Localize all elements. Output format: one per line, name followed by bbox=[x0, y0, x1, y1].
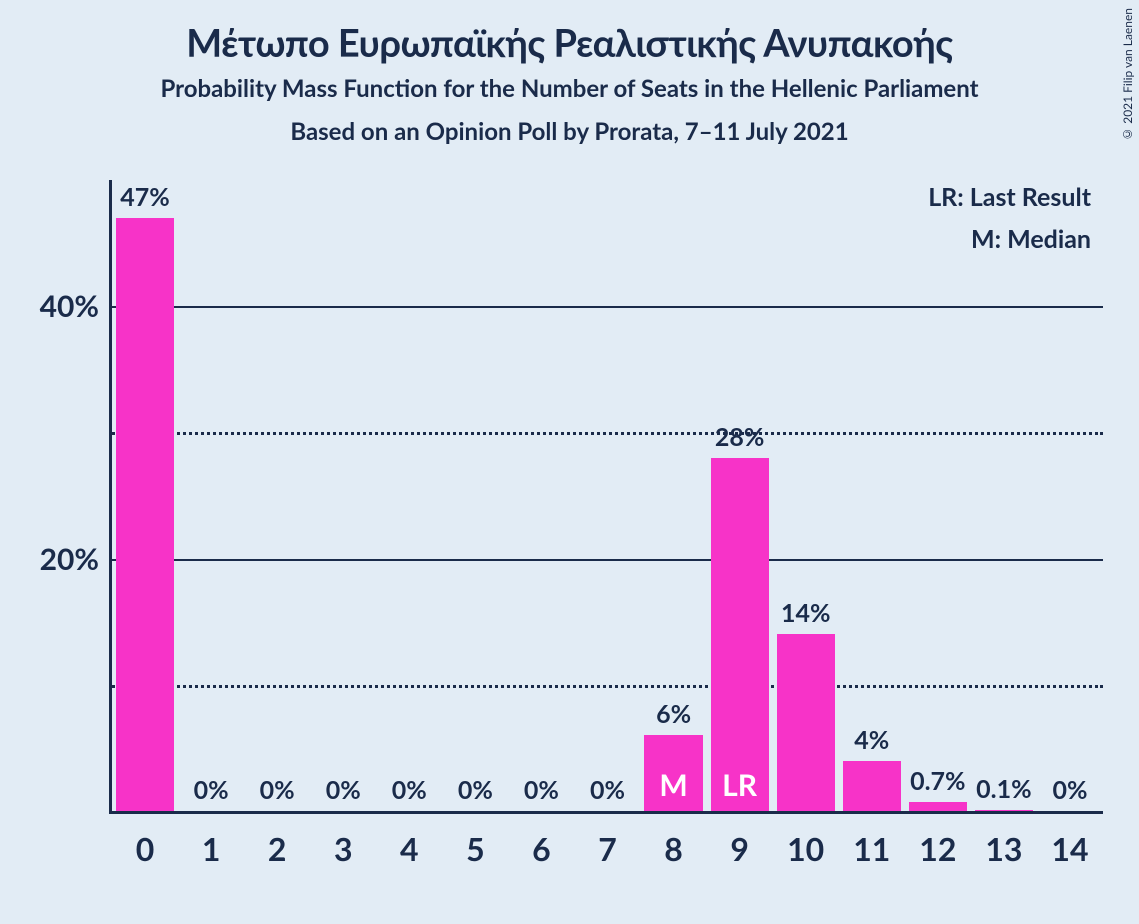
x-tick-label: 13 bbox=[985, 829, 1022, 868]
x-tick-label: 4 bbox=[400, 829, 419, 868]
bar-slot: 0%5 bbox=[442, 180, 508, 811]
bar bbox=[975, 810, 1033, 811]
legend: LR: Last Result M: Median bbox=[928, 182, 1091, 266]
bar-slot: 0.7%12 bbox=[905, 180, 971, 811]
bar-value-label: 14% bbox=[781, 598, 831, 628]
bar-value-label: 0% bbox=[458, 775, 493, 805]
x-tick-label: 11 bbox=[853, 829, 890, 868]
bar-slot: 0%2 bbox=[244, 180, 310, 811]
bar-value-label: 0.7% bbox=[910, 766, 965, 796]
bar-slot: 0%4 bbox=[376, 180, 442, 811]
bar bbox=[711, 458, 769, 811]
copyright-text: © 2021 Filip van Laenen bbox=[1120, 8, 1135, 142]
x-tick-label: 7 bbox=[598, 829, 617, 868]
x-tick-label: 3 bbox=[334, 829, 353, 868]
bar-value-label: 0% bbox=[1052, 775, 1087, 805]
bar-slot: 0%3 bbox=[310, 180, 376, 811]
bar-slot: 47%0 bbox=[112, 180, 178, 811]
bar-value-label: 4% bbox=[854, 725, 889, 755]
bar-slot: 14%10 bbox=[773, 180, 839, 811]
x-tick-label: 5 bbox=[466, 829, 485, 868]
x-tick-label: 8 bbox=[664, 829, 683, 868]
chart-plot-area: 20%40% 47%00%10%20%30%40%50%60%76%M828%L… bbox=[109, 180, 1103, 814]
chart-subtitle-2: Based on an Opinion Poll by Prorata, 7–1… bbox=[0, 117, 1139, 146]
bar-slot: 0%7 bbox=[574, 180, 640, 811]
bar-value-label: 0% bbox=[260, 775, 295, 805]
legend-m: M: Median bbox=[928, 224, 1091, 254]
bar-value-label: 47% bbox=[120, 182, 170, 212]
bars-container: 47%00%10%20%30%40%50%60%76%M828%LR914%10… bbox=[112, 180, 1103, 811]
bar bbox=[843, 761, 901, 811]
x-axis bbox=[109, 811, 1103, 814]
bar-slot: 4%11 bbox=[839, 180, 905, 811]
chart-title: Μέτωπο Ευρωπαϊκής Ρεαλιστικής Ανυπακοής bbox=[0, 0, 1139, 66]
bar-value-label: 0% bbox=[194, 775, 229, 805]
bar-slot: 0%14 bbox=[1037, 180, 1103, 811]
x-tick-label: 9 bbox=[730, 829, 749, 868]
bar-value-label: 0% bbox=[392, 775, 427, 805]
bar-value-label: 0% bbox=[590, 775, 625, 805]
bar-marker-label: LR bbox=[722, 767, 757, 803]
bar-value-label: 6% bbox=[656, 699, 691, 729]
x-tick-label: 12 bbox=[919, 829, 956, 868]
bar-slot: 6%M8 bbox=[641, 180, 707, 811]
bar-value-label: 0% bbox=[524, 775, 559, 805]
x-tick-label: 14 bbox=[1051, 829, 1088, 868]
x-tick-label: 1 bbox=[202, 829, 221, 868]
bar-slot: 0.1%13 bbox=[971, 180, 1037, 811]
bar bbox=[909, 802, 967, 811]
chart-subtitle-1: Probability Mass Function for the Number… bbox=[0, 74, 1139, 103]
x-tick-label: 2 bbox=[268, 829, 287, 868]
x-tick-label: 10 bbox=[787, 829, 824, 868]
legend-lr: LR: Last Result bbox=[928, 182, 1091, 212]
x-tick-label: 0 bbox=[136, 829, 155, 868]
bar-value-label: 0.1% bbox=[976, 774, 1031, 804]
x-tick-label: 6 bbox=[532, 829, 551, 868]
bar-value-label: 0% bbox=[326, 775, 361, 805]
bar bbox=[116, 218, 174, 811]
bar bbox=[777, 634, 835, 811]
bar-slot: 0%1 bbox=[178, 180, 244, 811]
y-tick-label: 40% bbox=[9, 288, 99, 324]
bar-slot: 28%LR9 bbox=[707, 180, 773, 811]
bar-slot: 0%6 bbox=[508, 180, 574, 811]
y-tick-label: 20% bbox=[9, 541, 99, 577]
bar-value-label: 28% bbox=[715, 422, 765, 452]
bar-marker-label: M bbox=[659, 767, 687, 803]
